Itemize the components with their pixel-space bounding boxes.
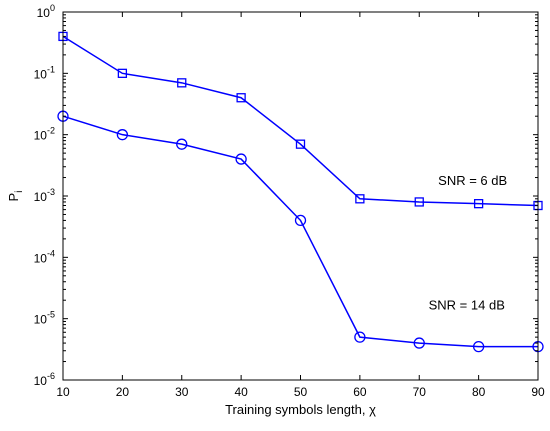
x-tick-label: 40 <box>234 385 248 399</box>
x-tick-label: 20 <box>116 385 130 399</box>
annotation-label: SNR = 14 dB <box>429 298 505 313</box>
series-line-1 <box>62 35 539 207</box>
y-tick-exponent: -5 <box>47 310 55 320</box>
y-tick-base: 10 <box>34 251 48 265</box>
y-tick-base: 10 <box>34 190 48 204</box>
y-tick-exponent: 0 <box>50 3 55 13</box>
y-tick-label: 100 <box>37 3 55 20</box>
x-tick-label: 50 <box>294 385 308 399</box>
y-tick-base: 10 <box>34 67 48 81</box>
series-line-2 <box>62 115 538 348</box>
y-tick-exponent: -2 <box>47 126 55 136</box>
y-tick-label: 10-1 <box>34 64 55 81</box>
y-tick-base: 10 <box>34 374 48 388</box>
square-marker <box>117 68 128 78</box>
x-axis-label: Training symbols length, χ <box>225 402 376 417</box>
y-tick-label: 10-2 <box>34 126 55 143</box>
x-tick-label: 60 <box>353 385 367 399</box>
square-marker <box>177 78 187 88</box>
circle-marker <box>235 153 247 165</box>
y-tick-exponent: -6 <box>47 371 55 381</box>
circle-marker <box>116 129 129 141</box>
circle-marker <box>413 337 425 349</box>
x-tick-label: 80 <box>472 385 486 399</box>
y-tick-exponent: -4 <box>47 248 55 258</box>
y-tick-label: 10-3 <box>34 187 55 204</box>
y-axis-label-subscript: i <box>14 191 25 193</box>
circle-marker <box>294 214 307 227</box>
x-tick-label: 90 <box>531 385 545 399</box>
square-marker <box>236 93 246 103</box>
y-tick-base: 10 <box>34 313 48 327</box>
circle-marker <box>472 340 485 353</box>
x-tick-label: 70 <box>413 385 427 399</box>
x-tick-label: 10 <box>56 385 70 399</box>
circle-marker <box>354 331 366 343</box>
y-tick-label: 10-5 <box>34 310 55 327</box>
y-tick-base: 10 <box>37 6 51 20</box>
circle-marker <box>176 138 188 150</box>
square-marker <box>355 194 365 204</box>
y-axis-label: Pi <box>6 191 25 202</box>
y-tick-base: 10 <box>34 129 48 143</box>
y-tick-exponent: -1 <box>47 64 55 74</box>
annotations: SNR = 6 dB SNR = 14 dB <box>429 173 508 313</box>
x-tick-label: 30 <box>175 385 189 399</box>
y-tick-label: 10-6 <box>34 371 55 388</box>
annotation-label: SNR = 6 dB <box>438 173 507 188</box>
axes-frame <box>62 11 539 381</box>
y-tick-exponent: -3 <box>47 187 55 197</box>
x-axis: 10 20 30 40 50 60 70 80 90 <box>56 12 545 399</box>
y-axis-label-main: P <box>6 193 21 202</box>
y-tick-label: 10-4 <box>34 248 55 265</box>
square-marker <box>295 139 306 149</box>
square-marker <box>414 197 424 207</box>
square-marker <box>473 199 484 209</box>
